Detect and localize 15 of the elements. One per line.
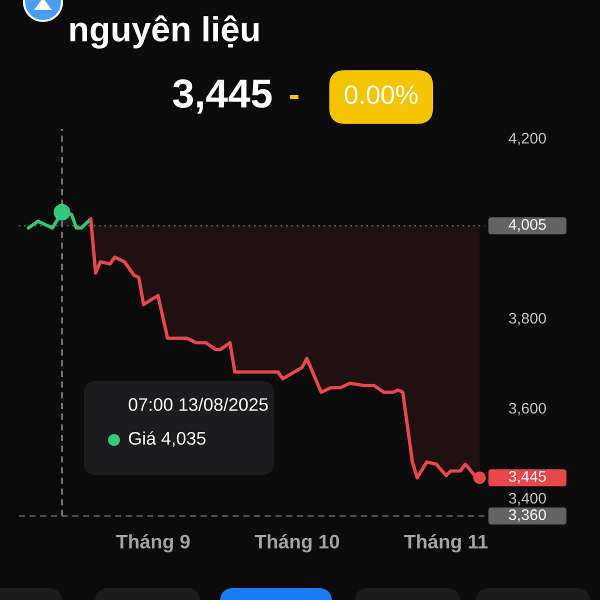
ref-line-label: 3,360 (508, 509, 546, 522)
y-tick-label: 3,400 (508, 492, 546, 506)
chart-subtitle: 3,445 (172, 79, 272, 114)
data-label: 3,445 (508, 471, 546, 484)
y-tick-label: 3,600 (508, 402, 546, 416)
x-tick-label: Tháng 9 (116, 534, 190, 552)
text: 0.00% (344, 85, 418, 104)
x-tick-label: Tháng 10 (254, 534, 340, 552)
ref-line-label: 4,005 (508, 219, 546, 232)
y-tick-label: 4,200 (508, 132, 546, 146)
chart-title: nguyên liệu (70, 15, 259, 49)
x-tick-label: Tháng 11 (404, 534, 488, 552)
text: - (290, 94, 298, 99)
annotation: 07:00 13/08/2025 Giá 4,035 (128, 398, 268, 447)
y-tick-label: 3,800 (508, 312, 546, 326)
